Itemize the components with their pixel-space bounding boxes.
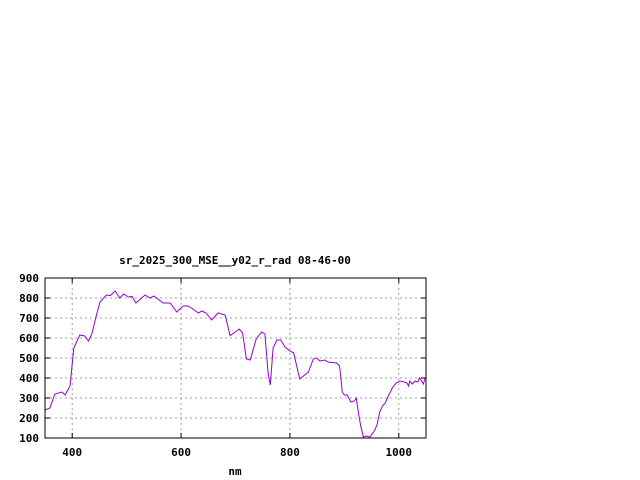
grid bbox=[45, 278, 426, 438]
y-tick-label: 200 bbox=[19, 412, 39, 425]
y-tick-label: 400 bbox=[19, 372, 39, 385]
x-axis-label: nm bbox=[228, 465, 242, 478]
series-line bbox=[44, 290, 427, 438]
x-tick-label: 400 bbox=[62, 446, 82, 459]
y-tick-label: 500 bbox=[19, 352, 39, 365]
ticks: 400 600 800 1000 100 200 300 400 500 600 700 800 900 bbox=[19, 272, 426, 459]
plot-frame bbox=[44, 277, 427, 439]
chart-title: sr_2025_300_MSE__y02_r_rad 08-46-00 bbox=[119, 254, 351, 267]
y-tick-label: 100 bbox=[19, 432, 39, 445]
y-tick-label: 600 bbox=[19, 332, 39, 345]
x-tick-label: 800 bbox=[280, 446, 300, 459]
x-tick-label: 1000 bbox=[386, 446, 413, 459]
y-tick-label: 700 bbox=[19, 312, 39, 325]
y-tick-label: 800 bbox=[19, 292, 39, 305]
y-tick-label: 300 bbox=[19, 392, 39, 405]
x-tick-label: 600 bbox=[171, 446, 191, 459]
y-tick-label: 900 bbox=[19, 272, 39, 285]
